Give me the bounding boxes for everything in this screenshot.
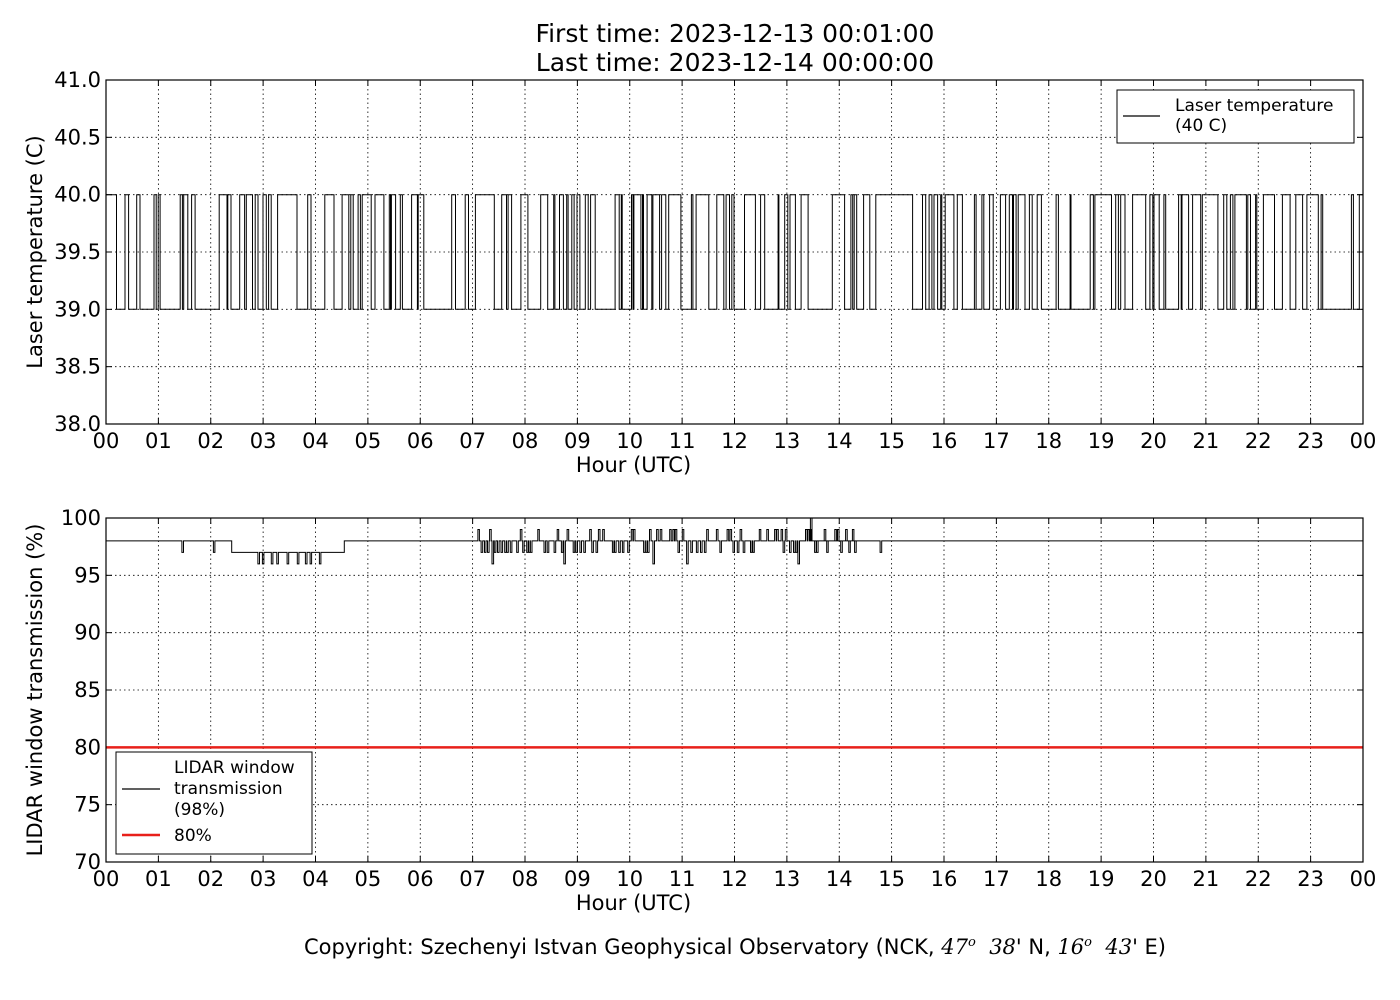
legend-box [115, 751, 313, 855]
x-axis-label: Hour (UTC) [576, 453, 691, 477]
x-tick-label: 15 [878, 429, 905, 453]
legend-label: 80% [174, 826, 212, 846]
x-tick-label: 14 [826, 867, 853, 891]
x-tick-label: 18 [1035, 429, 1062, 453]
x-tick-label: 00 [1350, 429, 1377, 453]
legend-label: Laser temperature [1175, 96, 1333, 116]
x-tick-label: 11 [669, 867, 696, 891]
laser-legend: Laser temperature(40 C) [1116, 89, 1355, 144]
x-tick-label: 18 [1035, 867, 1062, 891]
x-tick-label: 21 [1193, 867, 1220, 891]
x-tick-label: 14 [826, 429, 853, 453]
y-tick-label: 38.0 [54, 412, 101, 436]
x-tick-label: 07 [459, 867, 486, 891]
plot-frame [105, 79, 1364, 425]
latitude-value: 47o 38 [941, 935, 1016, 959]
x-tick-label: 09 [564, 867, 591, 891]
x-tick-label: 06 [407, 429, 434, 453]
x-tick-label: 10 [616, 429, 643, 453]
y-tick-label: 40.0 [54, 183, 101, 207]
x-tick-label: 12 [721, 429, 748, 453]
x-tick-label: 20 [1140, 867, 1167, 891]
x-tick-label: 10 [616, 867, 643, 891]
y-tick-label: 38.5 [54, 355, 101, 379]
y-axis-label: LIDAR window transmission (%) [23, 524, 47, 857]
x-axis-label: Hour (UTC) [576, 891, 691, 915]
latitude-suffix: ' N, [1015, 935, 1058, 959]
y-tick-label: 40.5 [54, 125, 101, 149]
longitude-suffix: ' E) [1132, 935, 1167, 959]
legend-label: transmission [174, 779, 283, 799]
longitude-degrees: 16 [1057, 935, 1085, 959]
y-tick-label: 85 [74, 678, 101, 702]
x-tick-label: 08 [512, 867, 539, 891]
x-tick-label: 13 [774, 867, 801, 891]
x-tick-label: 23 [1297, 429, 1324, 453]
x-tick-label: 19 [1088, 429, 1115, 453]
latitude-degrees: 47 [941, 935, 968, 959]
x-tick-label: 13 [774, 429, 801, 453]
x-tick-label: 20 [1140, 429, 1167, 453]
y-axis-label: Laser temperature (C) [23, 135, 47, 368]
x-tick-label: 22 [1245, 867, 1272, 891]
x-tick-label: 08 [512, 429, 539, 453]
x-tick-label: 17 [983, 429, 1010, 453]
x-tick-label: 21 [1193, 429, 1220, 453]
last-time-title: Last time: 2023-12-14 00:00:00 [535, 48, 935, 77]
x-tick-label: 04 [302, 429, 329, 453]
x-tick-label: 00 [1350, 867, 1377, 891]
y-tick-label: 90 [74, 621, 101, 645]
copyright-text: Copyright: Szechenyi Istvan Geophysical … [303, 935, 942, 959]
x-tick-label: 16 [931, 429, 958, 453]
x-tick-label: 12 [721, 867, 748, 891]
x-tick-label: 09 [564, 429, 591, 453]
y-tick-label: 39.5 [54, 240, 101, 264]
x-tick-label: 03 [250, 867, 277, 891]
x-tick-label: 05 [355, 429, 382, 453]
x-tick-label: 23 [1297, 867, 1324, 891]
y-tick-label: 41.0 [54, 68, 101, 92]
x-tick-label: 22 [1245, 429, 1272, 453]
x-tick-label: 00 [93, 867, 120, 891]
laser-temperature-line [106, 194, 1363, 310]
plot-frame [105, 517, 1364, 863]
x-tick-label: 03 [250, 429, 277, 453]
y-tick-label: 39.0 [54, 297, 101, 321]
x-tick-label: 07 [459, 429, 486, 453]
lidar-transmission-panel: 00 01 02 03 04 05 06 07 08 09 10 11 12 13 14 15 16 17 18 19… [23, 506, 1376, 915]
y-tick-label: 75 [74, 793, 101, 817]
x-tick-label: 15 [878, 867, 905, 891]
x-tick-label: 01 [145, 429, 172, 453]
x-tick-label: 06 [407, 867, 434, 891]
longitude-minutes: 43 [1105, 935, 1133, 959]
legend-label: (98%) [174, 800, 225, 820]
y-tick-label: 95 [74, 563, 101, 587]
x-tick-label: 02 [197, 867, 224, 891]
y-tick-label: 80 [74, 735, 101, 759]
y-tick-label: 70 [74, 850, 101, 874]
latitude-minutes: 38 [989, 935, 1016, 959]
x-tick-label: 01 [145, 867, 172, 891]
x-tick-label: 02 [197, 429, 224, 453]
x-tick-label: 04 [302, 867, 329, 891]
x-tick-label: 16 [931, 867, 958, 891]
legend-label: LIDAR window [174, 758, 295, 778]
x-tick-label: 11 [669, 429, 696, 453]
x-tick-label: 19 [1088, 867, 1115, 891]
laser-temperature-panel: 00 01 02 03 04 05 06 07 08 09 10 11 12 13 14 15 16 17 18 19… [23, 68, 1376, 477]
x-tick-label: 17 [983, 867, 1010, 891]
y-tick-label: 100 [61, 506, 101, 530]
x-tick-label: 00 [93, 429, 120, 453]
first-time-title: First time: 2023-12-13 00:01:00 [535, 19, 935, 48]
longitude-value: 16o 43 [1057, 935, 1133, 959]
copyright-footer: Copyright: Szechenyi Istvan Geophysical … [0, 935, 1400, 959]
x-tick-label: 05 [355, 867, 382, 891]
lidar-transmission-line [106, 517, 1363, 565]
legend-label: (40 C) [1175, 116, 1227, 136]
